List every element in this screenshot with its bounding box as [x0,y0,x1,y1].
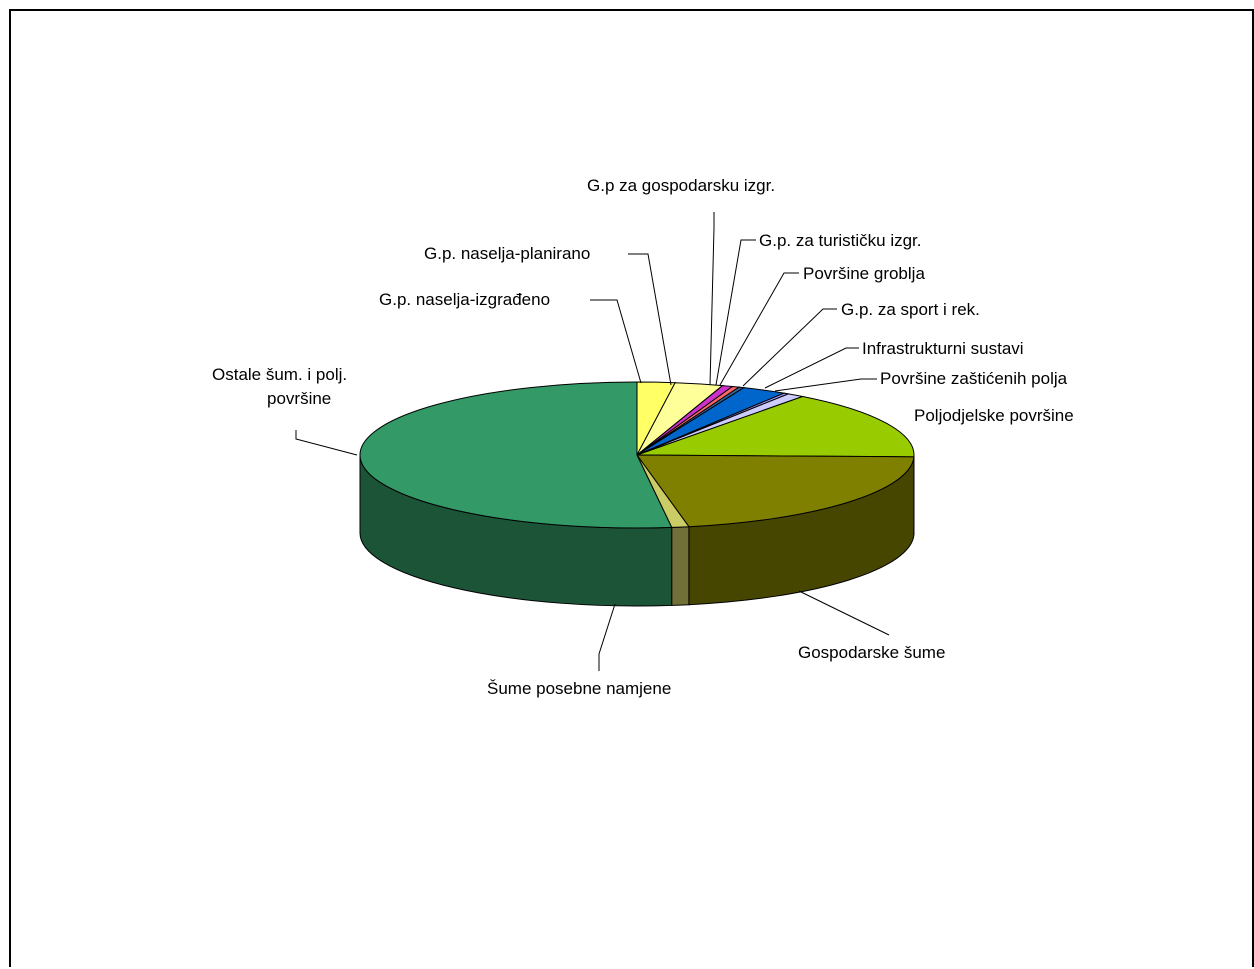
label-zasticenih: Površine zaštićenih polja [880,369,1068,388]
label-ostale-sum-line1: Ostale šum. i polj. [212,365,347,384]
label-gp-turisticku: G.p. za turističku izgr. [759,231,922,250]
leader-sume-posebne [599,604,615,671]
leader-gp-naselja-planirano [628,254,671,385]
label-gp-gospodarsku: G.p za gospodarsku izgr. [587,176,775,195]
leader-gp-gospodarsku [710,212,714,385]
leader-povrsine-groblja [720,273,799,385]
label-poljodjelske: Poljodjelske površine [914,406,1074,425]
label-gospodarske-sume: Gospodarske šume [798,643,945,662]
leader-gp-turisticku [716,240,756,385]
label-gp-sport: G.p. za sport i rek. [841,300,980,319]
pie-chart: G.p za gospodarsku izgr. G.p. za turisti… [11,11,1254,969]
pie-tops [360,382,914,528]
pie-slices [360,382,914,606]
leader-gospodarske-sume [799,591,889,635]
label-gp-naselja-izgradeno: G.p. naselja-izgrađeno [379,290,550,309]
label-infrastrukturni: Infrastrukturni sustavi [862,339,1024,358]
chart-frame: G.p za gospodarsku izgr. G.p. za turisti… [9,9,1254,967]
pie-side-10 [672,527,689,606]
label-sume-posebne: Šume posebne namjene [487,679,671,698]
label-gp-naselja-planirano: G.p. naselja-planirano [424,244,590,263]
label-povrsine-groblja: Površine groblja [803,264,925,283]
leader-infrastrukturni [765,348,859,388]
label-ostale-sum-line2: površine [267,389,331,408]
leader-zasticenih [775,379,877,391]
leader-ostale-sum [296,430,357,455]
leader-gp-naselja-izgradeno [590,300,641,383]
